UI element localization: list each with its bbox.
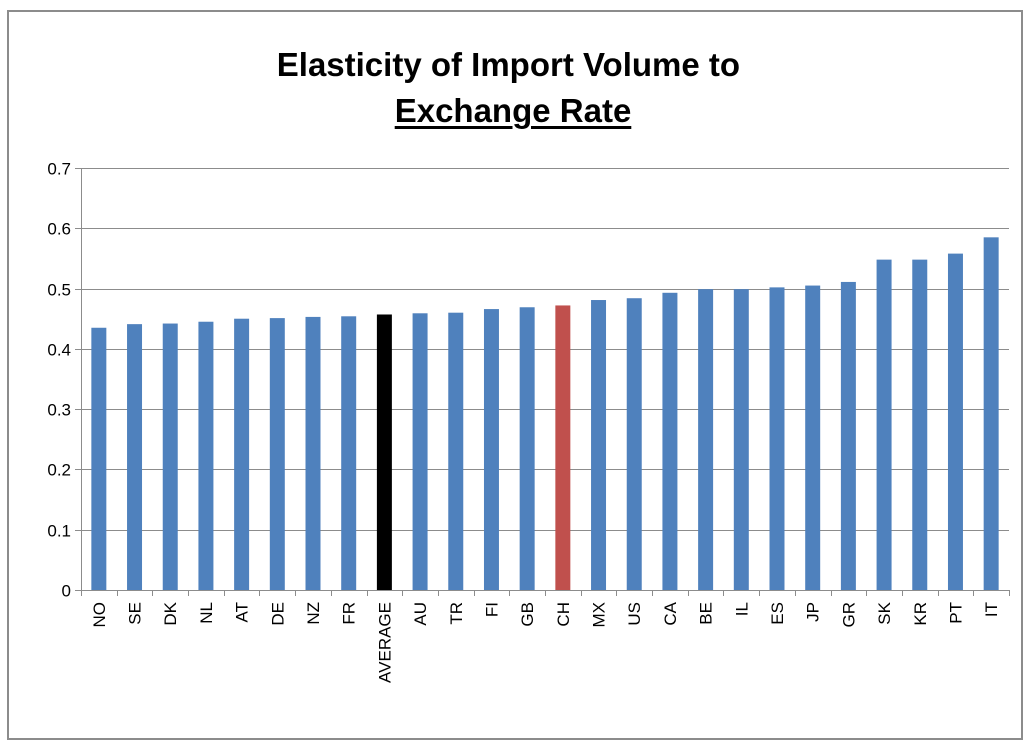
- chart-title-underlined: Exchange Rate: [394, 92, 632, 130]
- x-tick-label: US: [625, 602, 644, 626]
- y-tick-label: 0.2: [47, 461, 71, 480]
- bar-il: [733, 289, 749, 590]
- y-tick-label: 0.3: [47, 401, 71, 420]
- x-tick-label: GB: [518, 602, 537, 627]
- bars: [91, 237, 999, 591]
- bar-no: [91, 327, 107, 590]
- bar-fr: [341, 316, 357, 590]
- bar-average: [376, 314, 392, 590]
- x-tick-label: AU: [411, 602, 430, 626]
- x-tick-label: FI: [482, 602, 501, 617]
- x-tick-label: SE: [126, 602, 145, 625]
- bar-se: [127, 324, 143, 590]
- x-tick-label: NL: [197, 602, 216, 624]
- bar-dk: [162, 323, 178, 590]
- x-tick-label: CA: [661, 601, 680, 625]
- bar-tr: [448, 312, 464, 590]
- x-tick-label: PT: [946, 602, 965, 624]
- x-tick-label: SK: [875, 601, 894, 624]
- y-tick-label: 0.7: [47, 160, 71, 179]
- y-tick-label: 0.4: [47, 341, 71, 360]
- bar-us: [626, 298, 642, 590]
- x-tick-label: TR: [447, 602, 466, 625]
- bar-gb: [519, 307, 535, 590]
- bar-de: [269, 318, 285, 590]
- x-tick-label: GR: [839, 602, 858, 628]
- x-tick-label: CH: [554, 602, 573, 627]
- gridlines: [81, 168, 1009, 531]
- x-tick-label: AVERAGE: [375, 602, 394, 683]
- x-tick-label: DE: [268, 602, 287, 626]
- x-tick-label: NZ: [304, 602, 323, 625]
- x-tick-label: FR: [340, 602, 359, 625]
- x-tick-label: IL: [732, 602, 751, 616]
- bar-mx: [591, 300, 607, 590]
- bar-pt: [947, 253, 963, 591]
- x-tick-label: ES: [768, 602, 787, 625]
- x-tick-labels: NO SE DK NL AT DE NZ FR AVERAGE AU TR FI GB CH MX US CA B…: [90, 601, 1001, 683]
- bar-kr: [912, 259, 928, 590]
- bar-jp: [805, 285, 821, 590]
- x-tick-label: KR: [911, 602, 930, 626]
- x-tick-label: AT: [233, 602, 252, 622]
- axes: [75, 168, 1010, 596]
- chart-title: Elasticity of Import Volume to Exchange …: [0, 42, 1026, 134]
- y-tick-label: 0.5: [47, 281, 71, 300]
- x-tick-label: JP: [804, 602, 823, 622]
- x-tick-label: IT: [982, 602, 1001, 617]
- bar-au: [412, 313, 428, 590]
- bar-fi: [483, 309, 499, 590]
- y-tick-label: 0.6: [47, 220, 71, 239]
- bar-at: [234, 318, 250, 590]
- y-tick-label: 0.1: [47, 522, 71, 541]
- bar-sk: [876, 259, 892, 590]
- chart-title-lead: Elasticity of Import Volume to: [276, 46, 750, 83]
- y-tick-labels: 0 0.1 0.2 0.3 0.4 0.5 0.6 0.7: [47, 160, 71, 601]
- x-tick-label: MX: [590, 602, 609, 628]
- x-tick-label: BE: [697, 602, 716, 625]
- bar-es: [769, 287, 785, 590]
- bar-it: [983, 237, 999, 590]
- bar-gr: [840, 281, 856, 590]
- bar-nl: [198, 321, 214, 590]
- x-tick-label: NO: [90, 602, 109, 628]
- bar-ca: [662, 292, 678, 590]
- bar-be: [698, 289, 714, 590]
- bar-chart: 0 0.1 0.2 0.3 0.4 0.5 0.6 0.7 NO SE DK NL AT DE NZ FR A…: [47, 160, 1010, 683]
- y-tick-label: 0: [62, 582, 71, 601]
- bar-nz: [305, 316, 321, 590]
- bar-ch: [555, 305, 571, 590]
- x-tick-label: DK: [161, 601, 180, 625]
